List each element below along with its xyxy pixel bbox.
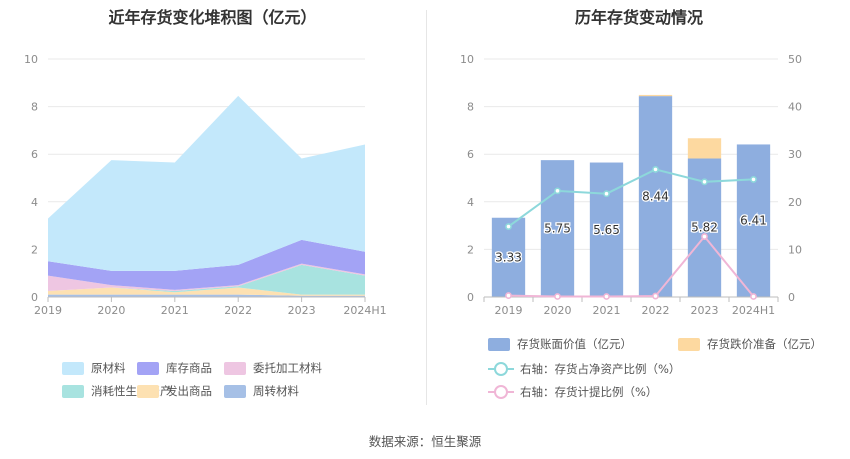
y2-tick-label: 50 xyxy=(788,53,802,66)
legend-label: 右轴：存货计提比例（%） xyxy=(520,385,658,399)
line-inventory-to-net-assets-point xyxy=(603,190,610,198)
x-tick-label: 2023 xyxy=(691,304,719,317)
bar-impairment-reserve xyxy=(687,138,722,159)
line-inventory-to-net-assets-point xyxy=(652,166,659,173)
line-provision-ratio-point xyxy=(554,293,561,300)
legend-swatch xyxy=(137,384,159,398)
line-provision-ratio xyxy=(508,234,755,298)
y-tick-label: 8 xyxy=(467,101,474,114)
stacked-area-chart: 0 2 4 6 8 10 2019 2020 2021 2022 2023 2024H1 xyxy=(24,53,387,317)
line-provision-ratio-point xyxy=(603,293,610,300)
legend-swatch xyxy=(137,361,159,375)
y-tick-label: 0 xyxy=(31,291,38,304)
legend-swatch xyxy=(678,337,700,351)
x-tick-label: 2019 xyxy=(495,304,523,317)
y-tick-label: 8 xyxy=(31,101,38,114)
area-series-2 xyxy=(48,264,365,295)
bar-data-label: 5.65 xyxy=(593,223,620,237)
y2-tick-label: 0 xyxy=(788,291,795,304)
legend-item[interactable]: 右轴：存货占净资产比例（%） xyxy=(488,361,680,377)
legend-swatch xyxy=(224,361,246,375)
y2-tick-label: 10 xyxy=(788,243,802,256)
bar-data-label: 8.44 xyxy=(642,190,669,204)
right-chart-panel: 历年存货变动情况 0 2 4 6 8 10 0 10 20 30 40 50 2019 2020 2021 2… xyxy=(428,0,850,410)
y-tick-label: 4 xyxy=(31,196,38,209)
bar-data-label: 5.75 xyxy=(544,222,571,236)
x-tick-label: 2019 xyxy=(34,304,62,317)
x-tick-label: 2023 xyxy=(288,304,316,317)
legend-label: 库存商品 xyxy=(166,361,212,375)
line-inventory-to-net-assets-point xyxy=(554,187,561,195)
left-chart-title: 近年存货变化堆积图（亿元） xyxy=(108,8,317,27)
y-tick-label: 6 xyxy=(31,148,38,161)
legend-item[interactable]: 库存商品 xyxy=(137,360,212,376)
legend-item[interactable]: 周转材料 xyxy=(224,383,299,399)
legend-swatch xyxy=(62,361,84,375)
y2-tick-label: 30 xyxy=(788,148,802,161)
inventory-bar-line-chart: 0 2 4 6 8 10 0 10 20 30 40 50 2019 2020 2021 2022 2023 20… xyxy=(460,53,802,317)
line-provision-ratio-point xyxy=(750,293,757,300)
area-series-4 xyxy=(48,239,365,290)
y2-tick-label: 40 xyxy=(788,101,802,114)
x-tick-label: 2020 xyxy=(97,304,125,317)
area-series-3 xyxy=(48,263,365,292)
legend-label: 委托加工材料 xyxy=(253,361,322,375)
bar-book-value xyxy=(736,144,771,297)
legend-label: 存货账面价值（亿元） xyxy=(517,337,632,351)
legend-item[interactable]: 发出商品 xyxy=(137,383,212,399)
left-chart-panel: 近年存货变化堆积图（亿元） 0 2 4 6 8 10 2019 2020 2021 2022 202… xyxy=(0,0,425,410)
y-tick-label: 6 xyxy=(467,148,474,161)
legend-swatch xyxy=(224,384,246,398)
legend-line-marker-icon xyxy=(488,362,514,376)
right-chart-title: 历年存货变动情况 xyxy=(574,8,703,27)
y-tick-label: 2 xyxy=(31,243,38,256)
line-inventory-to-net-assets xyxy=(507,168,754,228)
line-provision-ratio-point xyxy=(652,292,659,300)
x-tick-label: 2022 xyxy=(642,304,670,317)
line-inventory-to-net-assets-point xyxy=(505,223,512,230)
bar-data-label: 3.33 xyxy=(495,250,522,264)
y-tick-label: 10 xyxy=(460,53,474,66)
x-tick-label: 2024H1 xyxy=(732,304,775,317)
x-tick-label: 2024H1 xyxy=(343,304,386,317)
legend-item[interactable]: 存货跌价准备（亿元） xyxy=(678,336,822,352)
y-tick-label: 2 xyxy=(467,243,474,256)
legend-label: 右轴：存货占净资产比例（%） xyxy=(520,362,681,376)
y-tick-label: 10 xyxy=(24,53,38,66)
x-tick-label: 2021 xyxy=(593,304,621,317)
x-tick-label: 2022 xyxy=(224,304,252,317)
legend-label: 存货跌价准备（亿元） xyxy=(707,337,822,351)
line-provision-ratio-point xyxy=(701,233,708,240)
legend-item[interactable]: 原材料 xyxy=(62,360,126,376)
line-inventory-to-net-assets-point xyxy=(701,178,708,186)
legend-item[interactable]: 存货账面价值（亿元） xyxy=(488,336,632,352)
data-source: 数据来源：恒生聚源 xyxy=(368,434,482,449)
line-inventory-to-net-assets-point xyxy=(750,176,757,183)
legend-swatch xyxy=(488,337,510,351)
y-tick-label: 4 xyxy=(467,196,474,209)
bar-book-value xyxy=(589,162,624,297)
line-provision-ratio-point xyxy=(505,292,512,299)
bar-book-value xyxy=(491,217,526,297)
bar-impairment-reserve xyxy=(638,94,673,97)
panel-divider xyxy=(426,10,427,405)
x-tick-label: 2020 xyxy=(544,304,572,317)
legend-swatch xyxy=(62,384,84,398)
bar-data-label: 5.82 xyxy=(691,221,718,235)
bar-book-value xyxy=(638,96,673,298)
legend-item[interactable]: 委托加工材料 xyxy=(224,360,322,376)
legend-label: 原材料 xyxy=(91,361,126,375)
y-tick-label: 0 xyxy=(467,291,474,304)
y2-tick-label: 20 xyxy=(788,196,802,209)
legend-item[interactable]: 右轴：存货计提比例（%） xyxy=(488,384,657,400)
legend-line-marker-icon xyxy=(488,385,514,399)
bar-data-label: 6.41 xyxy=(740,214,767,228)
legend-label: 周转材料 xyxy=(253,384,299,398)
legend-label: 发出商品 xyxy=(166,384,212,398)
x-tick-label: 2021 xyxy=(161,304,189,317)
area-series-1 xyxy=(48,287,365,296)
area-series-5 xyxy=(48,95,365,271)
area-series-0 xyxy=(48,294,365,297)
bar-book-value xyxy=(540,160,575,297)
